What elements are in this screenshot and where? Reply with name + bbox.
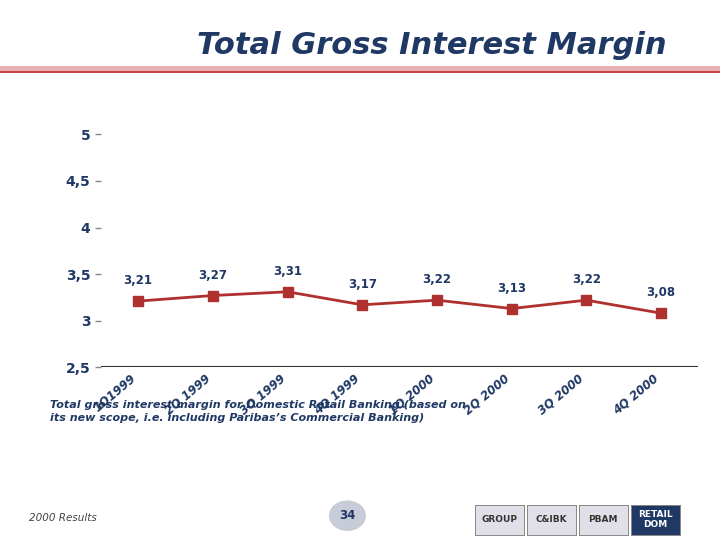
Text: 3,31: 3,31 — [273, 265, 302, 278]
Text: 2000 Results: 2000 Results — [29, 514, 96, 523]
Text: 3,08: 3,08 — [647, 286, 675, 299]
Text: GROUP: GROUP — [482, 515, 518, 524]
Text: PBAM: PBAM — [589, 515, 618, 524]
Text: 3,27: 3,27 — [198, 268, 228, 282]
Text: its new scope, i.e. including Paribas’s Commercial Banking): its new scope, i.e. including Paribas’s … — [50, 413, 425, 423]
Text: 3,22: 3,22 — [572, 273, 601, 286]
Text: 3,17: 3,17 — [348, 278, 377, 291]
Text: 3,21: 3,21 — [124, 274, 153, 287]
Text: 3,13: 3,13 — [497, 282, 526, 295]
Text: C&IBK: C&IBK — [536, 515, 567, 524]
Text: Total Gross Interest Margin: Total Gross Interest Margin — [197, 31, 667, 60]
Text: 3,22: 3,22 — [423, 273, 451, 286]
Ellipse shape — [330, 501, 365, 530]
Text: Total gross interest margin for Domestic Retail Banking (based on: Total gross interest margin for Domestic… — [50, 400, 467, 410]
Text: RETAIL
DOM: RETAIL DOM — [638, 510, 672, 529]
Text: 34: 34 — [339, 509, 356, 522]
